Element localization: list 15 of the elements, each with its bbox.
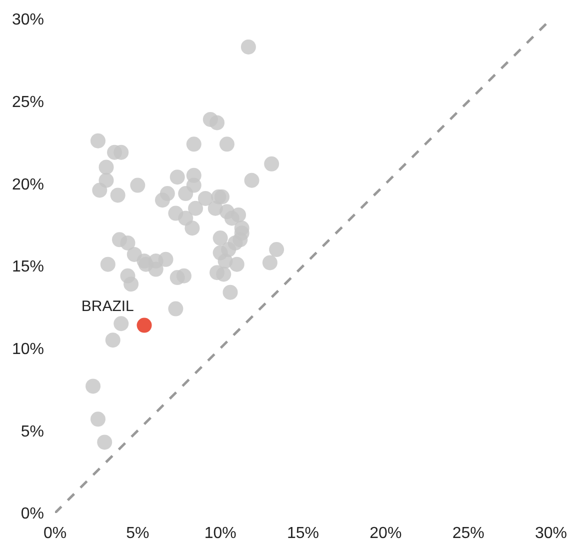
x-tick-label: 15%: [286, 525, 320, 542]
x-tick-label: 5%: [126, 525, 150, 542]
y-tick-label: 10%: [12, 340, 44, 358]
y-tick-label: 0%: [20, 506, 44, 523]
x-tick-label: 20%: [370, 525, 402, 542]
series-label: BRAZIL: [81, 298, 134, 316]
x-tick-label: 10%: [204, 525, 236, 542]
x-tick-label: 0%: [43, 525, 67, 542]
y-tick-label: 25%: [12, 94, 44, 111]
y-tick-label: 30%: [12, 12, 44, 29]
y-tick-label: 15%: [12, 258, 44, 276]
y-tick-label: 20%: [12, 176, 44, 194]
x-tick-label: 25%: [452, 525, 484, 542]
y-tick-label: 5%: [20, 423, 44, 440]
x-tick-label: 30%: [534, 525, 568, 542]
